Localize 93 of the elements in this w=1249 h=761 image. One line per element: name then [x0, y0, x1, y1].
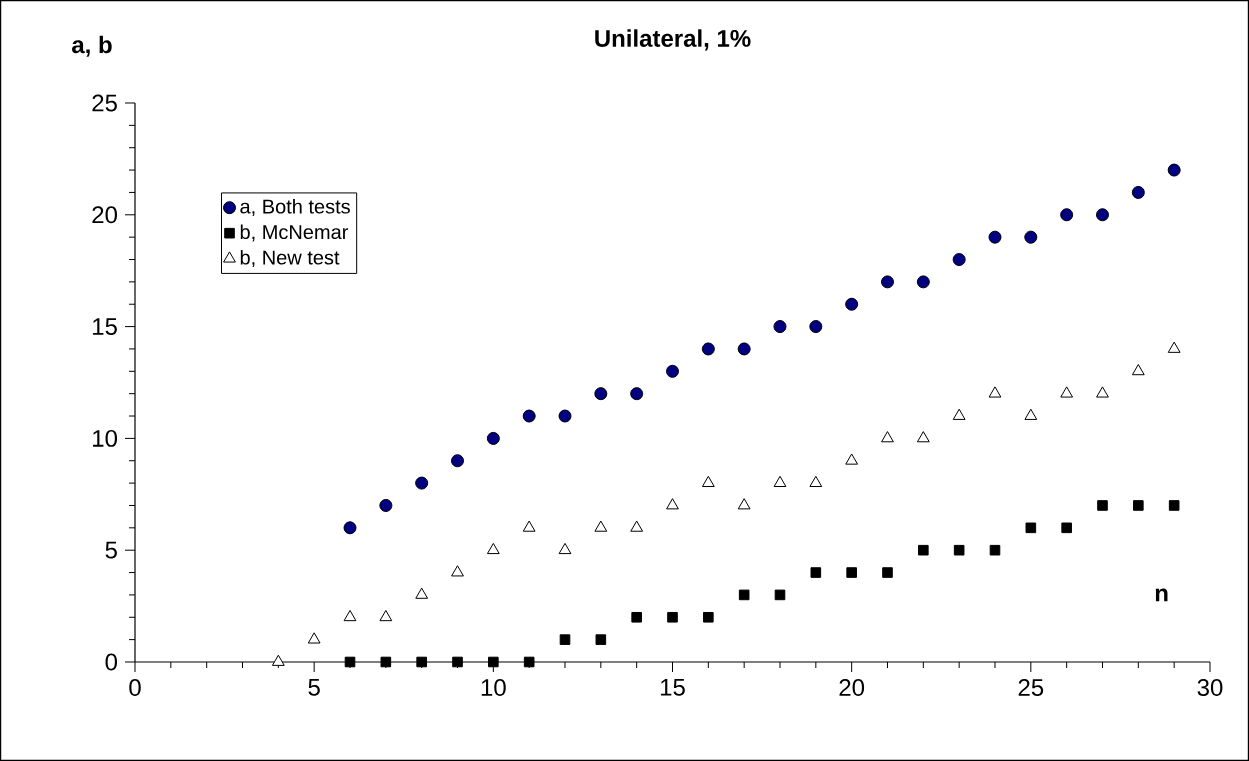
- point: [737, 498, 751, 510]
- point: [344, 656, 356, 668]
- point: [953, 544, 965, 556]
- y-tick-label: 5: [105, 541, 117, 559]
- point: [988, 230, 1002, 244]
- point: [1024, 408, 1038, 420]
- point: [737, 342, 751, 356]
- y-tick-label: 0: [105, 653, 118, 671]
- point: [486, 431, 500, 445]
- point: [451, 565, 464, 577]
- point: [1131, 185, 1145, 199]
- point: [522, 520, 536, 532]
- point: [774, 589, 786, 601]
- x-axis-title: n: [1155, 588, 1168, 602]
- point: [916, 275, 930, 289]
- x-tick-label: 15: [660, 679, 685, 696]
- point: [667, 611, 678, 623]
- point: [415, 476, 429, 490]
- point: [559, 634, 571, 645]
- point: [846, 567, 857, 578]
- point: [558, 542, 572, 555]
- x-tick-label: 25: [1018, 679, 1044, 697]
- y-tick-label: 10: [93, 429, 118, 447]
- point: [1060, 386, 1074, 398]
- y-tick-label: 20: [92, 206, 118, 224]
- legend-label: b, New test: [240, 249, 340, 267]
- point: [522, 409, 536, 423]
- point: [486, 542, 500, 555]
- point: [379, 498, 393, 512]
- x-tick-label: 10: [481, 679, 506, 697]
- point: [379, 609, 393, 622]
- legend-label: a, Both tests: [240, 198, 350, 216]
- point: [343, 609, 357, 622]
- point: [1097, 500, 1108, 511]
- point: [845, 453, 859, 465]
- point: [952, 408, 966, 420]
- point: [845, 297, 859, 311]
- point: [952, 253, 966, 267]
- point: [989, 544, 1001, 556]
- point: [271, 654, 285, 666]
- point: [703, 611, 714, 623]
- point: [307, 632, 321, 644]
- point: [452, 656, 463, 668]
- point: [1168, 500, 1180, 511]
- point: [701, 475, 715, 488]
- point: [666, 364, 679, 378]
- point: [738, 589, 750, 601]
- point: [1096, 208, 1109, 222]
- y-tick-label: 25: [92, 94, 117, 112]
- x-tick-label: 5: [308, 679, 320, 696]
- point: [1025, 522, 1037, 534]
- point: [882, 567, 893, 578]
- point: [631, 611, 642, 623]
- y-tick-label: 15: [93, 318, 117, 335]
- x-tick-label: 0: [129, 679, 141, 697]
- point: [1024, 230, 1038, 244]
- x-tick-label: 30: [1197, 679, 1223, 697]
- legend-label: b, McNemar: [240, 224, 349, 242]
- point: [880, 275, 894, 289]
- point: [918, 544, 929, 556]
- chart-title: Unilateral, 1%: [595, 29, 751, 51]
- point: [1096, 386, 1109, 398]
- point: [343, 521, 357, 535]
- point: [416, 656, 427, 668]
- point: [1167, 163, 1181, 177]
- x-tick-label: 20: [839, 679, 865, 697]
- point: [1133, 500, 1144, 511]
- point: [415, 587, 429, 599]
- point: [666, 498, 679, 510]
- point: [451, 454, 465, 468]
- point: [558, 409, 572, 423]
- point: [809, 320, 823, 334]
- point: [594, 520, 608, 532]
- point: [630, 387, 644, 401]
- point: [810, 567, 822, 578]
- point: [701, 342, 715, 356]
- point: [594, 387, 608, 401]
- point: [1131, 364, 1145, 376]
- point: [1167, 341, 1181, 353]
- point: [809, 475, 823, 488]
- point: [595, 634, 607, 645]
- point: [523, 656, 535, 668]
- point: [881, 431, 894, 443]
- point: [380, 656, 392, 668]
- y-axis-title: a, b: [72, 35, 112, 57]
- point: [1060, 208, 1074, 222]
- point: [773, 475, 787, 488]
- point: [1061, 522, 1072, 534]
- point: [630, 520, 644, 532]
- point: [916, 431, 930, 443]
- point: [773, 320, 787, 334]
- point: [988, 386, 1002, 398]
- point: [488, 656, 499, 668]
